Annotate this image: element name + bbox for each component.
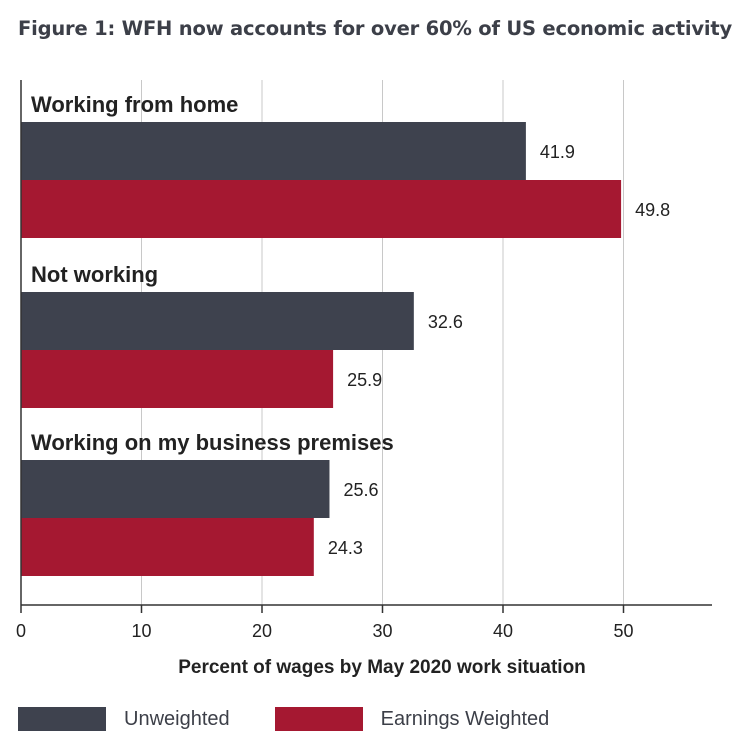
bar [21, 460, 330, 518]
legend-label-earnings-weighted: Earnings Weighted [380, 707, 550, 730]
category-label: Working on my business premises [31, 430, 394, 455]
x-tick-label: 50 [613, 621, 633, 641]
data-label: 32.6 [428, 312, 463, 332]
bar [21, 122, 526, 180]
legend-item-earnings-weighted: Earnings Weighted [274, 707, 550, 731]
legend-label-unweighted: Unweighted [124, 707, 230, 730]
x-tick-label: 40 [493, 621, 513, 641]
legend: Unweighted Earnings Weighted [18, 707, 549, 731]
x-tick-label: 30 [372, 621, 392, 641]
bar [21, 180, 622, 238]
legend-swatch-unweighted [18, 707, 106, 731]
x-tick-label: 0 [16, 621, 26, 641]
x-tick-label: 10 [131, 621, 151, 641]
bar-chart: Working from home 41.9 49.8 Not working 32.6… [16, 80, 712, 678]
data-label: 24.3 [328, 538, 363, 558]
bar [21, 292, 414, 350]
category-label: Not working [31, 262, 158, 287]
category-label: Working from home [31, 92, 238, 117]
legend-item-unweighted: Unweighted [18, 707, 230, 731]
x-tick-label: 20 [252, 621, 272, 641]
x-axis-label: Percent of wages by May 2020 work situat… [178, 657, 586, 678]
data-label: 25.6 [343, 480, 378, 500]
data-label: 49.8 [635, 200, 670, 220]
figure-title: Figure 1: WFH now accounts for over 60% … [18, 17, 732, 40]
legend-swatch-earnings-weighted [274, 707, 363, 731]
data-label: 25.9 [347, 370, 382, 390]
bar [21, 518, 314, 576]
data-label: 41.9 [540, 142, 575, 162]
bar [21, 350, 334, 408]
